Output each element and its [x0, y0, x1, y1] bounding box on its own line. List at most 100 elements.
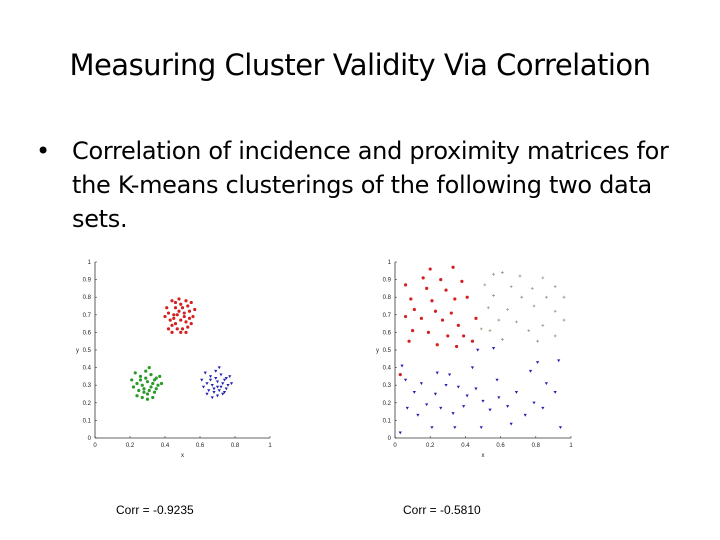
data-point	[172, 313, 176, 317]
data-point	[172, 316, 176, 320]
data-point	[425, 403, 429, 407]
data-point	[170, 299, 174, 303]
bullet-item: Correlation of incidence and proximity m…	[72, 137, 669, 233]
data-point	[541, 323, 545, 327]
correlation-label-left: Corr = -0.9235	[116, 503, 194, 517]
data-point	[557, 359, 561, 363]
data-point	[205, 392, 209, 396]
data-point	[486, 306, 490, 310]
data-point	[532, 401, 536, 405]
y-axis-label: y	[76, 348, 79, 354]
data-point	[221, 392, 225, 396]
data-point	[518, 274, 522, 278]
data-point	[456, 385, 460, 389]
x-tick-label: 0.2	[426, 443, 435, 449]
data-point	[419, 382, 423, 386]
data-point	[142, 390, 146, 394]
data-point	[173, 306, 178, 310]
data-point	[177, 297, 181, 301]
data-point	[403, 378, 408, 382]
data-point	[217, 366, 221, 370]
data-point	[226, 384, 230, 387]
data-point	[541, 406, 545, 410]
data-point	[412, 307, 416, 312]
data-point	[221, 382, 225, 386]
data-point	[138, 374, 143, 378]
data-point	[453, 426, 457, 430]
data-point	[426, 330, 431, 334]
data-point	[208, 378, 213, 382]
data-point	[186, 304, 190, 308]
data-point	[219, 373, 223, 377]
y-axis-label: y	[376, 348, 379, 354]
data-point	[403, 314, 408, 319]
x-axis-label: x	[482, 453, 485, 459]
data-point	[203, 371, 207, 375]
data-point	[451, 265, 455, 269]
y-tick-label: 0.7	[383, 313, 392, 319]
data-point	[495, 378, 499, 382]
data-point	[217, 389, 221, 393]
y-tick-label: 0.2	[83, 401, 92, 407]
data-point	[453, 297, 457, 301]
y-tick-label: 0.9	[83, 278, 92, 284]
data-point	[179, 330, 183, 334]
data-point	[184, 299, 188, 303]
data-point	[158, 374, 162, 378]
data-point	[509, 422, 513, 426]
data-point	[532, 304, 536, 308]
slide-title: Measuring Cluster Validity Via Correlati…	[69, 48, 651, 82]
data-point	[156, 383, 160, 387]
y-tick-label: 0.4	[383, 366, 392, 372]
data-point	[147, 388, 151, 393]
data-point	[145, 380, 150, 384]
data-point	[154, 387, 158, 391]
data-point	[446, 334, 450, 338]
data-point	[440, 318, 445, 322]
y-tick-label: 0.6	[383, 330, 392, 336]
data-point	[222, 378, 227, 382]
y-tick-label: 0.8	[383, 295, 392, 301]
y-tick-label: 0.4	[83, 366, 92, 372]
data-point	[210, 384, 214, 387]
y-tick-label: 0.9	[383, 278, 392, 284]
data-point	[398, 431, 402, 435]
data-point	[207, 389, 211, 393]
data-point	[506, 308, 510, 311]
data-point	[530, 287, 534, 290]
data-point	[149, 373, 153, 377]
y-tick-label: 0.1	[83, 418, 92, 424]
x-tick-label: 0.6	[496, 443, 505, 449]
data-point	[470, 339, 475, 343]
data-point	[465, 295, 469, 299]
data-point	[400, 364, 404, 368]
y-tick-label: 0.7	[83, 313, 92, 319]
data-point	[145, 397, 150, 401]
data-point	[130, 378, 134, 382]
data-point	[182, 311, 186, 315]
data-point	[168, 318, 172, 322]
data-point	[214, 376, 218, 380]
data-point	[544, 295, 548, 299]
data-point	[163, 314, 167, 319]
data-point	[500, 338, 504, 341]
data-point	[403, 283, 408, 287]
data-point	[147, 366, 151, 370]
data-point	[182, 314, 186, 319]
data-point	[170, 323, 174, 327]
x-axis-label: x	[181, 453, 184, 459]
data-point	[421, 276, 425, 280]
data-point	[398, 373, 402, 377]
data-point	[476, 348, 480, 352]
data-point	[186, 325, 190, 329]
data-point	[506, 405, 510, 408]
scatter-plot-kmeans-well-separated: 0 0.2 0.4 0.6 0.8 1 0 0.1 0.2 0.3 0.4 0.5 0.6 0.7 0.8 0…	[76, 260, 272, 459]
data-point	[553, 309, 557, 313]
x-tick-label: 0	[93, 443, 97, 449]
data-point	[449, 311, 453, 315]
data-point	[553, 391, 557, 394]
data-point	[435, 371, 439, 375]
data-point	[224, 387, 228, 391]
data-point	[536, 339, 539, 343]
data-point	[140, 395, 144, 400]
